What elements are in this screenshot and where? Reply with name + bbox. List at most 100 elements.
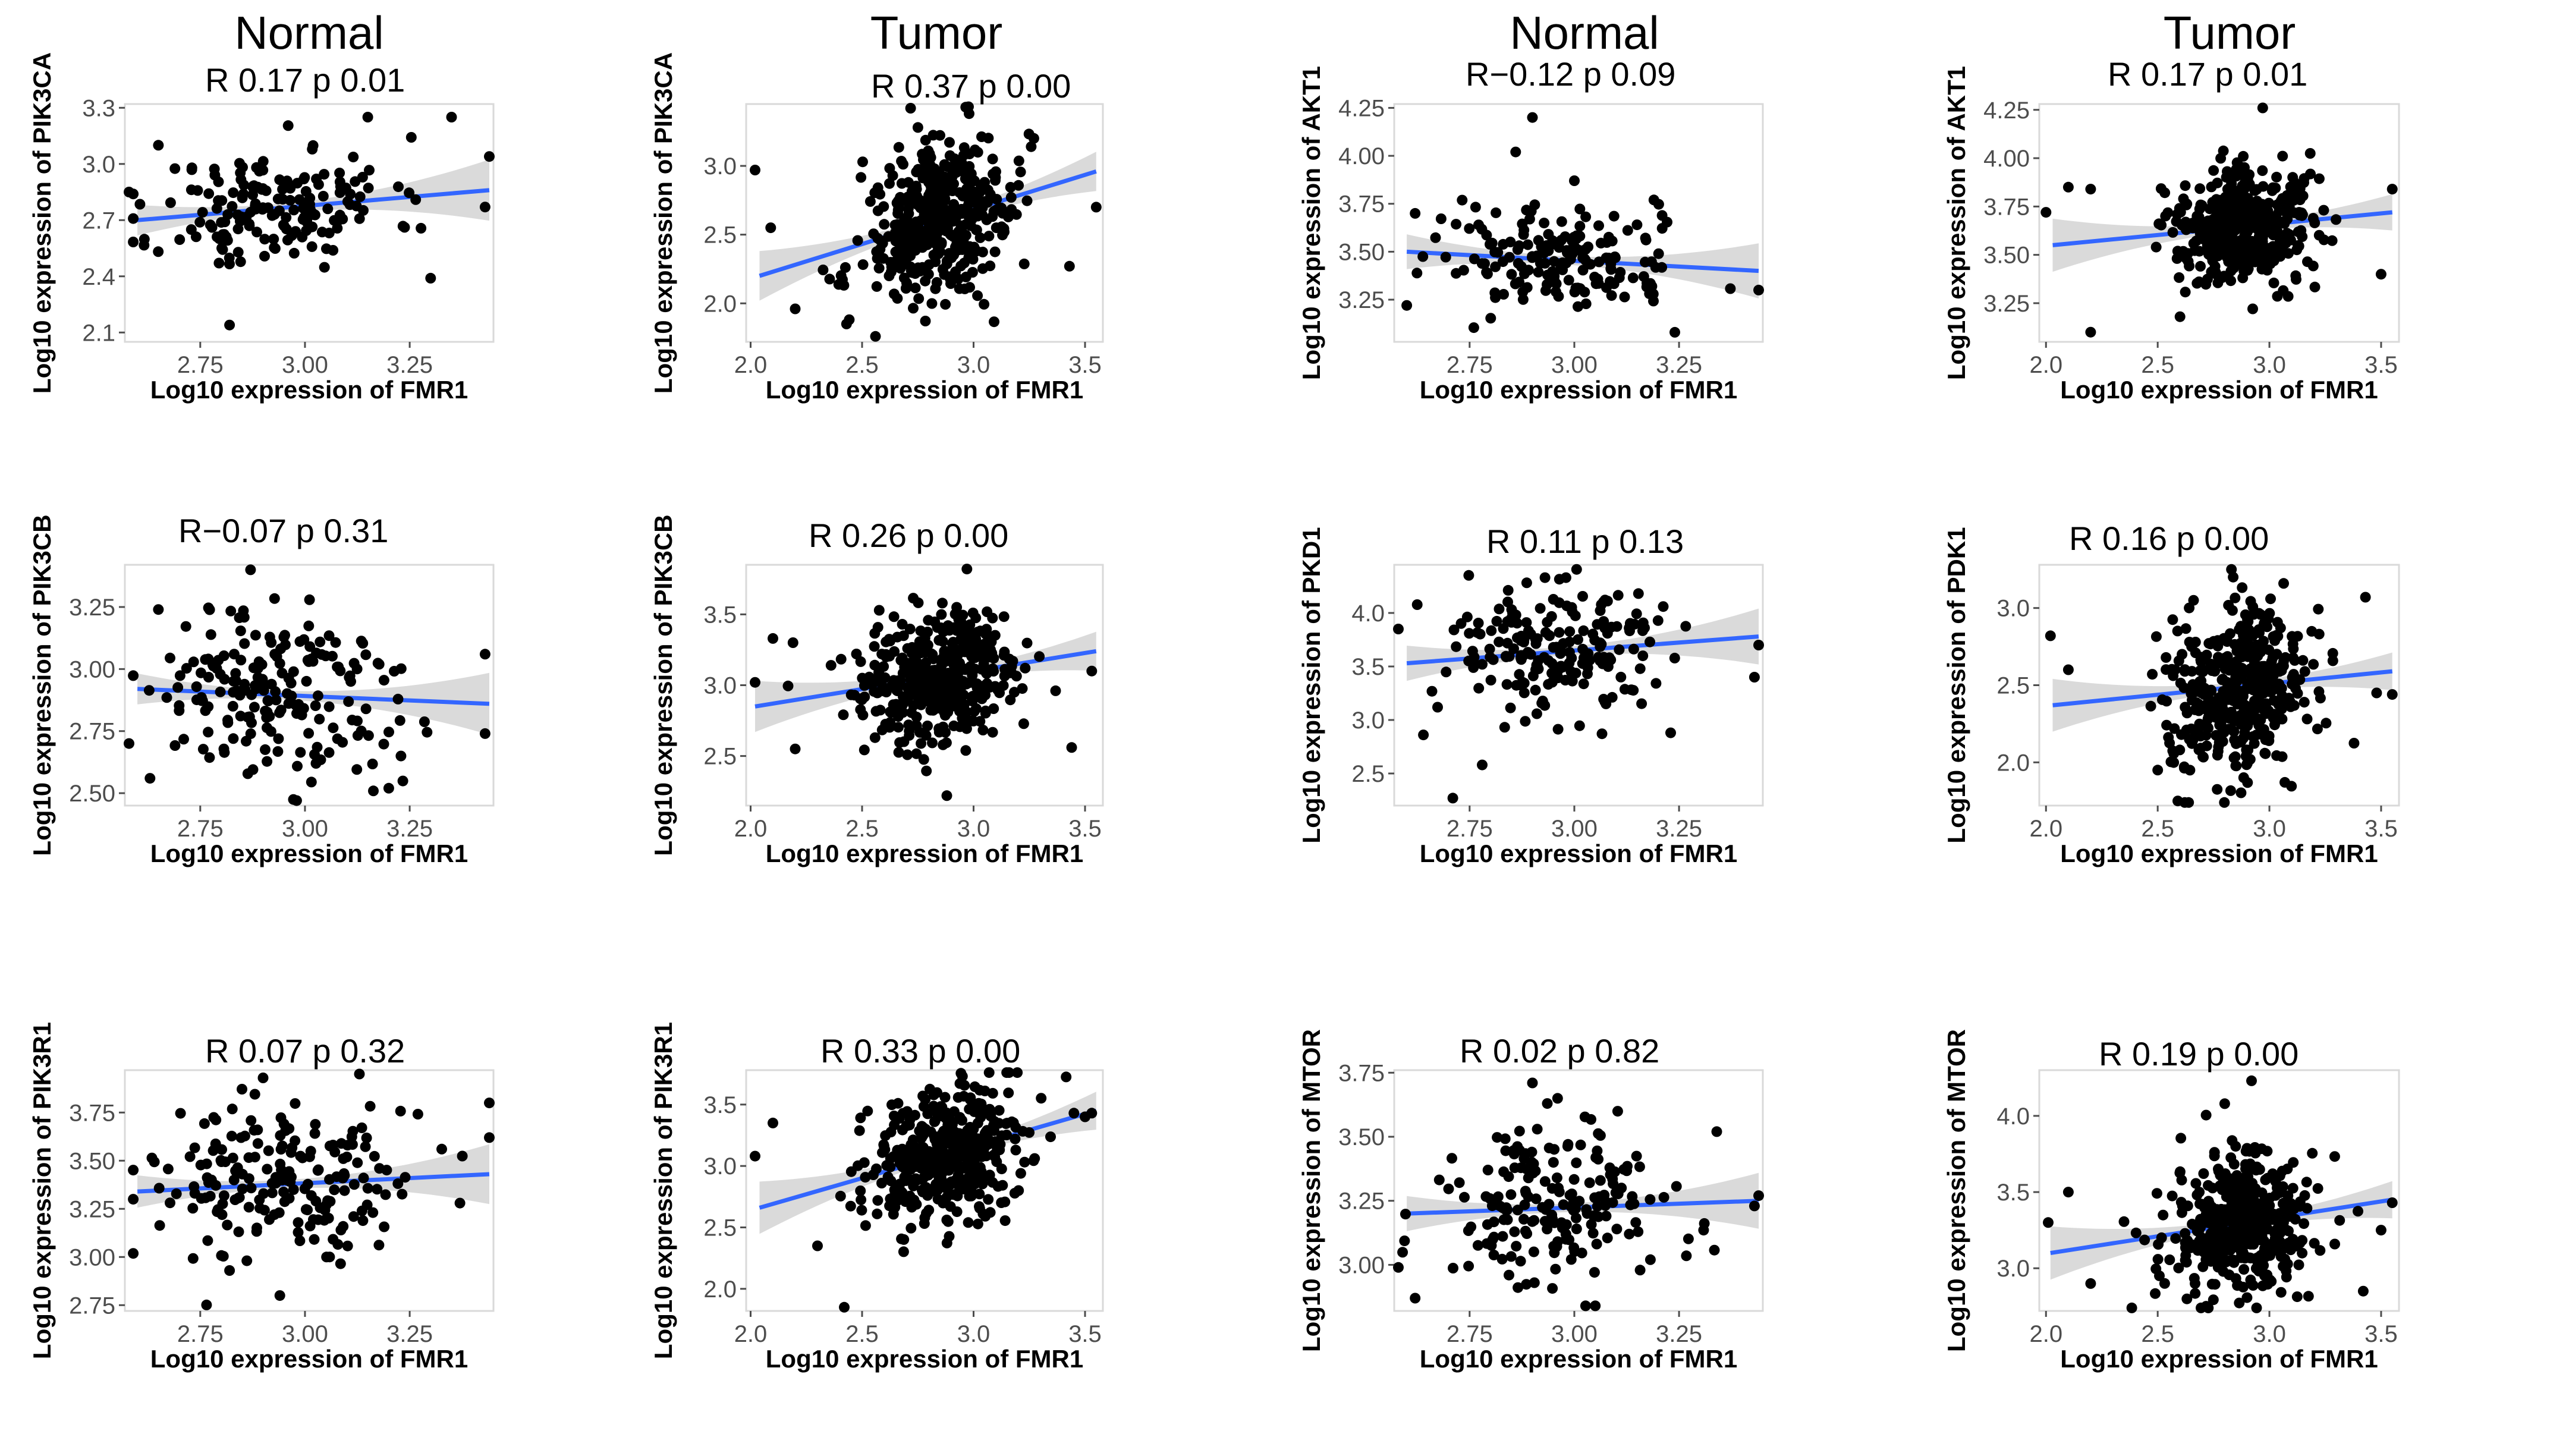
data-point xyxy=(327,650,338,662)
data-point xyxy=(1491,207,1502,218)
data-point xyxy=(247,189,258,200)
panel-10-stat-title: R 0.33 p 0.00 xyxy=(820,1032,1021,1070)
data-point xyxy=(912,122,923,133)
data-point xyxy=(354,213,365,224)
data-point xyxy=(2230,1177,2241,1188)
data-point xyxy=(1631,219,1643,231)
data-point xyxy=(2250,198,2262,209)
data-point xyxy=(2309,281,2321,293)
x-axis-title: Log10 expression of FMR1 xyxy=(150,839,468,867)
data-point xyxy=(1549,256,1559,267)
data-point xyxy=(1595,237,1606,249)
data-point xyxy=(281,224,292,235)
data-point xyxy=(282,120,294,131)
x-tick-label: 2.75 xyxy=(177,352,224,378)
data-point xyxy=(958,142,970,153)
data-point xyxy=(2239,162,2250,173)
data-point xyxy=(395,663,407,674)
data-point xyxy=(1561,245,1573,256)
data-point xyxy=(873,263,885,274)
data-point xyxy=(294,636,306,647)
data-point xyxy=(1015,166,1026,178)
column-header-normal-2: Normal xyxy=(1510,7,1659,59)
data-point xyxy=(931,277,942,288)
data-point xyxy=(2259,1243,2270,1254)
data-point xyxy=(153,140,164,151)
data-point xyxy=(2251,1302,2262,1313)
data-point xyxy=(211,203,222,214)
x-tick-label: 2.75 xyxy=(177,816,224,842)
x-tick-label: 3.0 xyxy=(2253,352,2286,378)
data-point xyxy=(2257,181,2269,192)
data-point xyxy=(2167,227,2178,238)
data-point xyxy=(1457,194,1468,206)
data-point xyxy=(903,250,914,261)
data-point xyxy=(128,670,139,681)
data-point xyxy=(169,740,181,751)
data-point xyxy=(2294,194,2306,206)
data-point xyxy=(941,161,952,172)
data-point xyxy=(251,227,262,238)
data-point xyxy=(294,194,305,205)
data-point xyxy=(2156,219,2167,231)
data-point xyxy=(2043,1217,2054,1228)
data-point xyxy=(2261,215,2272,226)
data-point xyxy=(991,166,1001,177)
data-point xyxy=(1551,278,1562,290)
data-point xyxy=(216,243,227,254)
data-point xyxy=(2331,214,2342,225)
data-point xyxy=(245,206,256,218)
data-point xyxy=(902,191,913,203)
data-point xyxy=(1517,294,1529,305)
data-point xyxy=(185,224,197,235)
data-point xyxy=(2175,1197,2187,1208)
data-point xyxy=(925,187,936,198)
data-point xyxy=(323,747,335,758)
data-point xyxy=(2353,1206,2363,1217)
data-point xyxy=(1647,288,1659,300)
panel-2-stat-title: R 0.37 p 0.00 xyxy=(871,67,1071,105)
data-point xyxy=(281,175,293,187)
data-point xyxy=(2274,1170,2285,1181)
data-point xyxy=(2194,1198,2205,1209)
y-tick-label: 3.50 xyxy=(1338,239,1385,265)
data-point xyxy=(2241,1143,2253,1154)
data-point xyxy=(394,715,405,726)
data-point xyxy=(2159,1278,2170,1289)
data-point xyxy=(1640,232,1651,244)
data-point xyxy=(2150,1288,2161,1299)
data-point xyxy=(938,207,949,219)
data-point xyxy=(944,137,955,148)
x-axis-title: Log10 expression of FMR1 xyxy=(766,376,1083,404)
y-tick-label: 3.3 xyxy=(82,95,115,121)
data-point xyxy=(2172,209,2183,220)
data-point xyxy=(335,181,346,192)
data-point xyxy=(857,259,869,271)
data-point xyxy=(277,184,288,195)
x-tick-label: 2.5 xyxy=(2141,352,2174,378)
data-point xyxy=(883,271,895,281)
data-point xyxy=(2279,206,2290,217)
data-point xyxy=(976,131,987,142)
data-point xyxy=(932,173,943,184)
data-point xyxy=(2262,1269,2273,1281)
data-point xyxy=(316,227,328,238)
data-point xyxy=(2210,1250,2221,1262)
data-point xyxy=(2204,1214,2215,1225)
data-point xyxy=(765,222,776,234)
data-point xyxy=(2139,1234,2150,1246)
data-point xyxy=(2246,1075,2257,1086)
data-point xyxy=(410,194,422,205)
data-point xyxy=(2309,1238,2320,1249)
data-point xyxy=(288,205,300,216)
data-point xyxy=(941,258,952,269)
data-point xyxy=(319,169,330,180)
data-point xyxy=(2238,202,2249,213)
data-point xyxy=(958,205,970,216)
y-tick-label: 4.0 xyxy=(1996,1103,2030,1130)
data-point xyxy=(1638,271,1649,282)
data-point xyxy=(2243,1202,2254,1213)
panel-9-stat-title: R 0.07 p 0.32 xyxy=(205,1032,405,1070)
data-point xyxy=(2312,1183,2323,1194)
